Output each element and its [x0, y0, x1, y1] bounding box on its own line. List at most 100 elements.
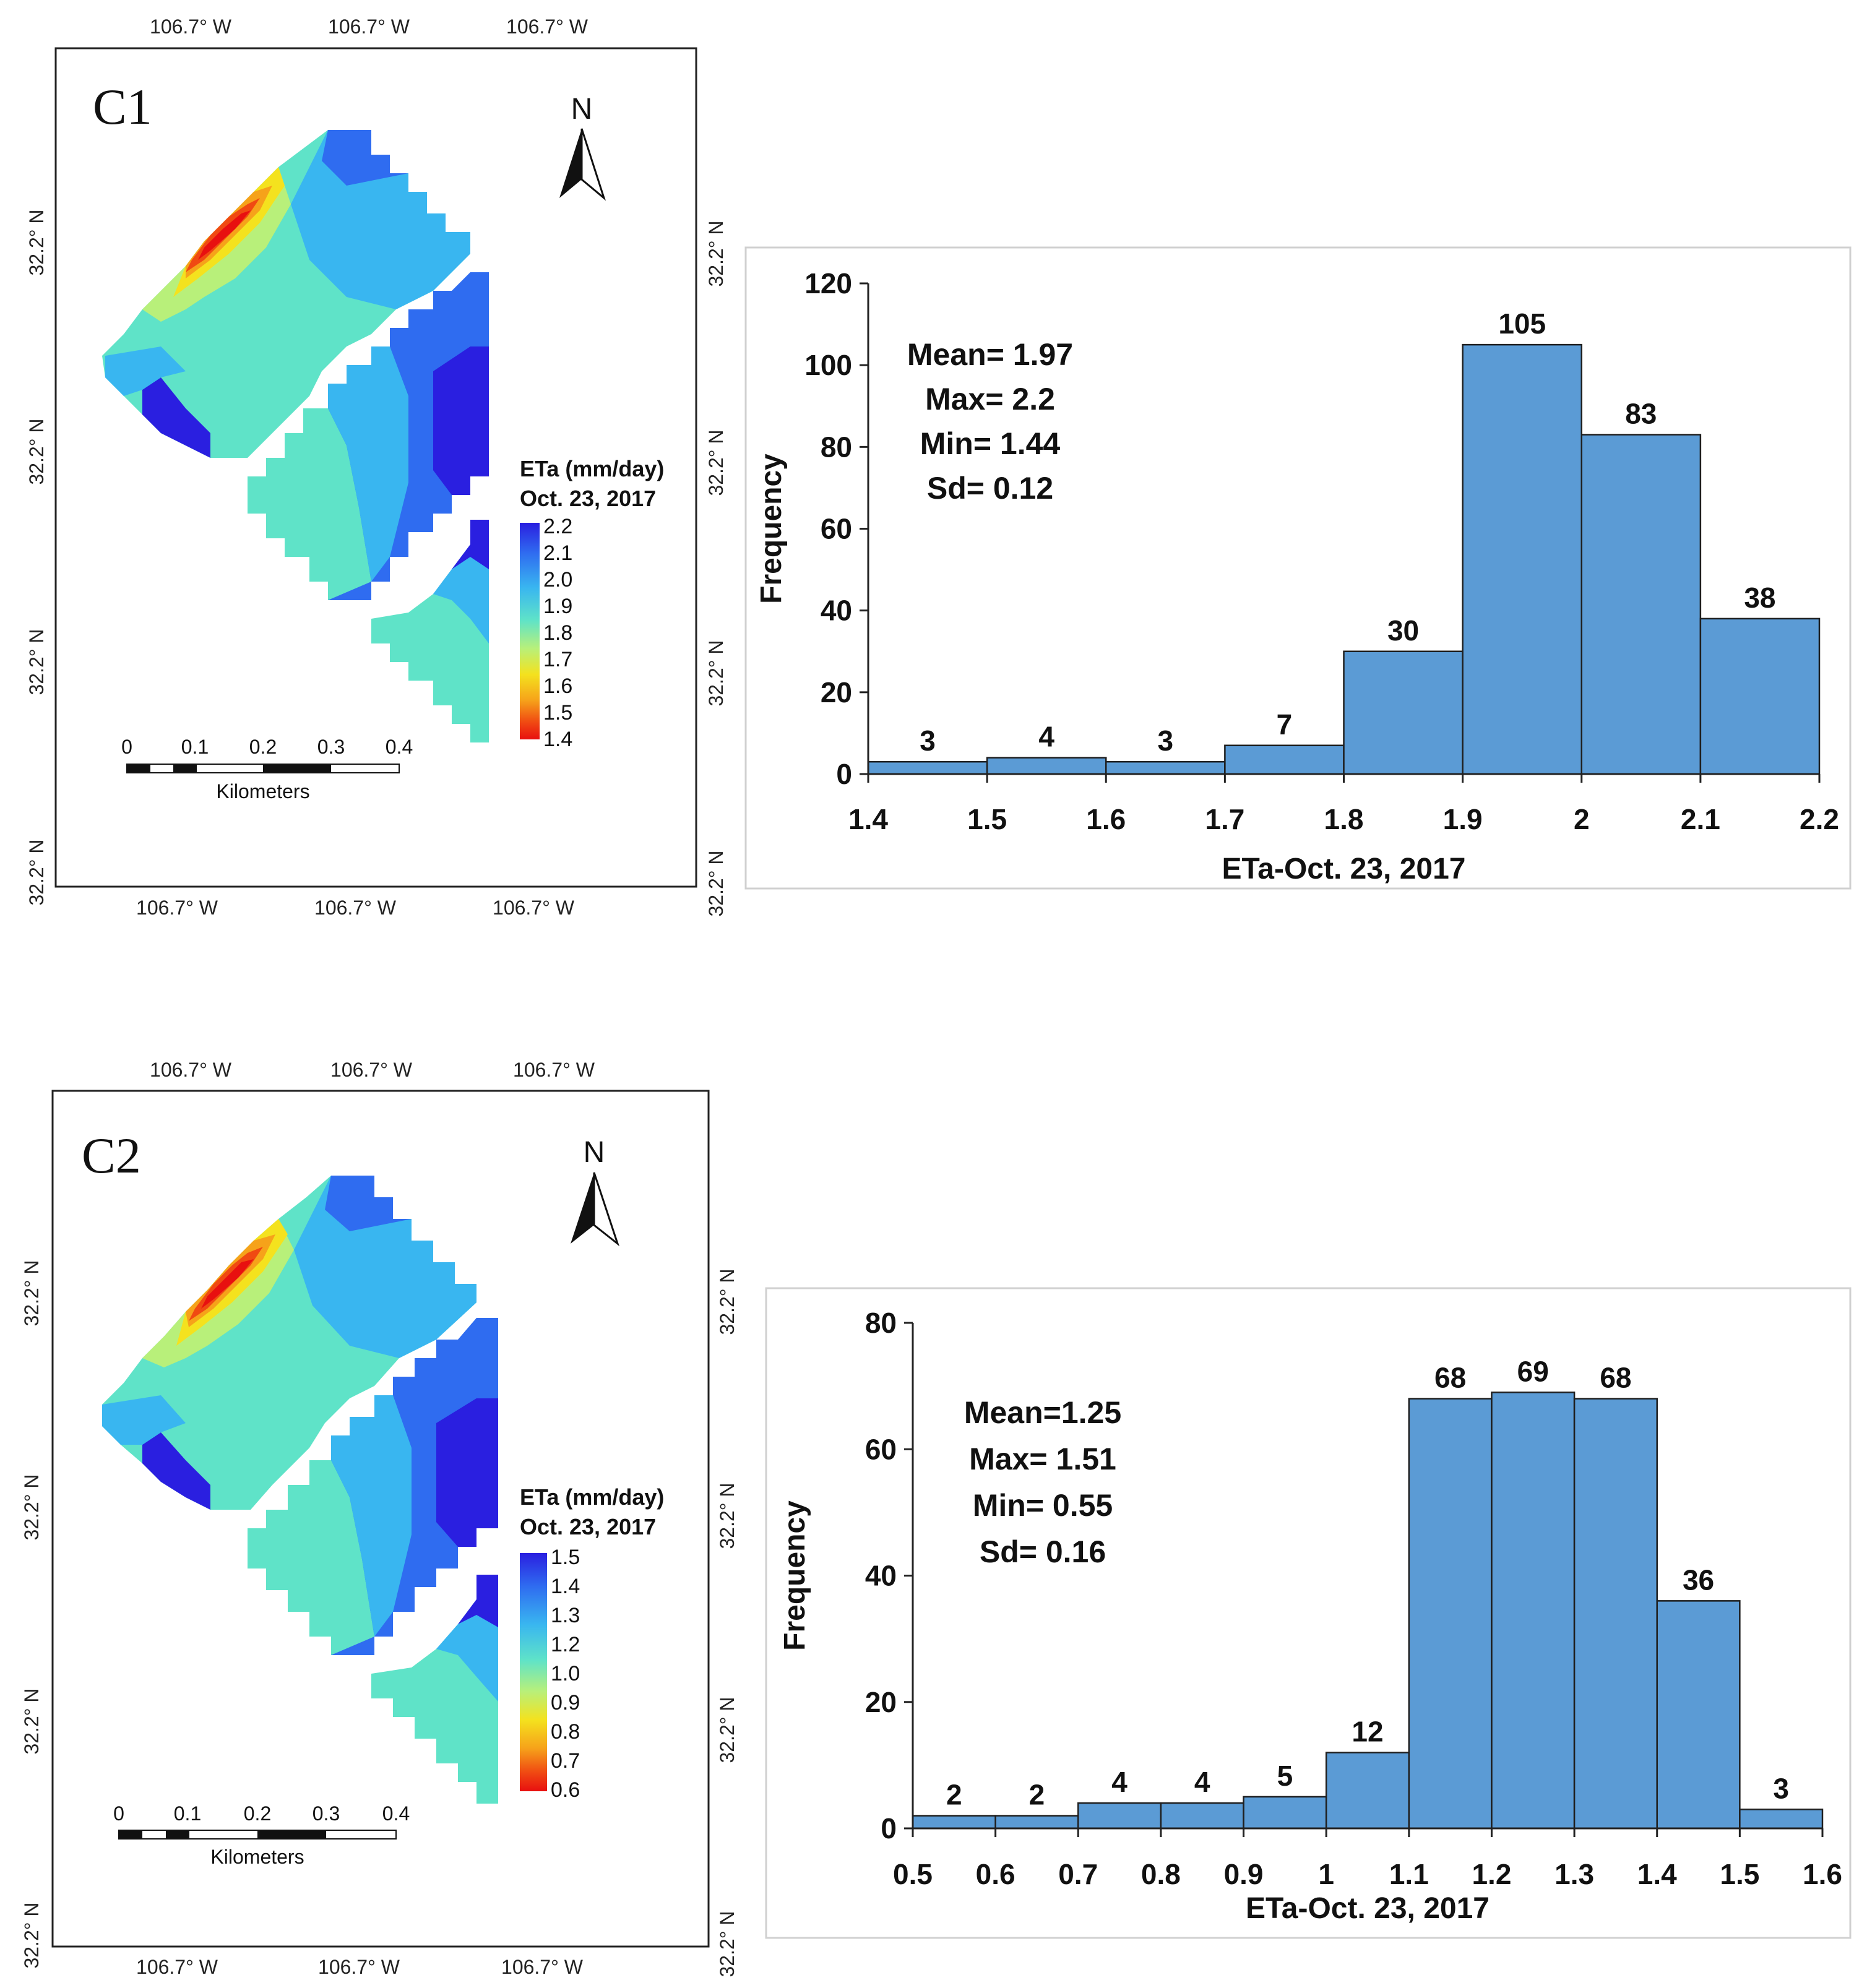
- histogram-c1: 3 4 3 7 30 105 83 38 0 20 40 60 80 100 120 1.4 1.5 1.6 1.7…: [744, 246, 1852, 890]
- scale-unit: Kilometers: [210, 1846, 304, 1868]
- top-lon-label: 106.7° W: [513, 1059, 595, 1081]
- bar-value-label: 12: [1352, 1715, 1383, 1747]
- eta-raster-field-1: [102, 1176, 476, 1510]
- top-lon-label: 106.7° W: [330, 1059, 413, 1081]
- histogram-bar: [1462, 343, 1582, 775]
- left-lat-label: 32.2° N: [25, 629, 48, 695]
- bottom-lon-label: 106.7° W: [493, 897, 575, 919]
- x-tick-label: 2: [1574, 803, 1590, 835]
- north-arrow-icon: [559, 128, 606, 201]
- x-tick-label: 1.5: [967, 803, 1007, 835]
- histogram-c2: 2 2 4 4 5 12 68 69 68 36 3 0 20 40 60 80 0.5 0.6 0.7 0.8 0.9…: [765, 1287, 1852, 1939]
- left-lat-label: 32.2° N: [20, 1260, 43, 1326]
- x-tick-label: 1.9: [1443, 803, 1483, 835]
- bar-value-label: 3: [1773, 1772, 1789, 1804]
- x-tick-label: 1.3: [1554, 1858, 1594, 1890]
- legend-value: 1.4: [543, 728, 572, 751]
- scale-unit: Kilometers: [216, 780, 309, 803]
- bar-value-label: 7: [1277, 708, 1293, 741]
- y-axis-title: Frequency: [755, 454, 788, 604]
- histogram-bar: [1739, 1809, 1824, 1830]
- x-tick-label: 1.6: [1803, 1858, 1842, 1890]
- eta-raster-field-3: [371, 1575, 498, 1804]
- x-axis-title: ETa-Oct. 23, 2017: [1246, 1892, 1490, 1925]
- bar-value-label: 3: [920, 725, 936, 757]
- x-tick-label: 0.9: [1224, 1858, 1264, 1890]
- right-lat-label: 32.2° N: [716, 1482, 738, 1549]
- histogram-bar: [1243, 1796, 1327, 1830]
- scale-bar: 0 0.1 0.2 0.3 0.4 Kilometers: [121, 736, 413, 803]
- summary-stat: Min= 0.55: [973, 1488, 1113, 1523]
- y-tick-label: 120: [804, 267, 852, 299]
- histogram-bar: [1105, 760, 1226, 775]
- legend-value: 0.9: [551, 1691, 580, 1715]
- scale-value: 0.3: [313, 1802, 340, 1825]
- right-lat-label: 32.2° N: [716, 1697, 738, 1763]
- map-panel-c2: 106.7° W 106.7° W 106.7° W 106.7° W 106.…: [20, 1059, 738, 1978]
- histogram-bar: [1077, 1802, 1162, 1830]
- bar-value-label: 2: [1029, 1779, 1045, 1811]
- x-tick-label: 0.8: [1141, 1858, 1181, 1890]
- north-arrow-icon: [571, 1172, 619, 1247]
- y-tick-label: 0: [881, 1812, 897, 1844]
- north-arrow-label: N: [571, 93, 593, 126]
- x-axis-title: ETa-Oct. 23, 2017: [1222, 853, 1466, 885]
- y-tick-label: 80: [821, 431, 852, 463]
- bottom-lon-label: 106.7° W: [314, 897, 397, 919]
- left-lat-label: 32.2° N: [20, 1688, 43, 1754]
- scale-value: 0.2: [249, 736, 277, 758]
- map-panel-c1: 106.7° W 106.7° W 106.7° W 106.7° W 106.…: [25, 15, 727, 919]
- bottom-lon-label: 106.7° W: [318, 1956, 400, 1978]
- histogram-bar: [1656, 1600, 1741, 1830]
- y-tick-label: 60: [865, 1433, 897, 1465]
- right-lat-label: 32.2° N: [716, 1911, 738, 1977]
- legend-date: Oct. 23, 2017: [520, 486, 656, 511]
- summary-stat: Max= 2.2: [925, 382, 1055, 416]
- legend-value: 1.5: [551, 1546, 580, 1569]
- left-lat-label: 32.2° N: [25, 209, 48, 275]
- y-tick-label: 40: [821, 595, 852, 627]
- left-lat-label: 32.2° N: [20, 1474, 43, 1540]
- top-lon-label: 106.7° W: [506, 15, 589, 38]
- histogram-bar: [986, 757, 1107, 775]
- x-tick-label: 1.4: [848, 803, 888, 835]
- right-lat-label: 32.2° N: [705, 429, 727, 496]
- histogram-bar: [912, 1815, 996, 1830]
- x-tick-label: 1.1: [1389, 1858, 1429, 1890]
- summary-stat: Mean=1.25: [964, 1395, 1121, 1430]
- map-panel-label: C1: [93, 79, 152, 135]
- x-tick-label: 1.2: [1472, 1858, 1511, 1890]
- scale-value: 0.4: [382, 1802, 410, 1825]
- y-tick-label: 20: [821, 676, 852, 708]
- y-tick-label: 0: [836, 758, 852, 790]
- x-tick-label: 1.8: [1324, 803, 1364, 835]
- scale-value: 0.4: [386, 736, 413, 758]
- histogram-bar: [1343, 650, 1464, 775]
- legend-value: 0.8: [551, 1720, 580, 1744]
- legend-color-ramp: [520, 523, 540, 739]
- bar-value-label: 69: [1517, 1355, 1549, 1387]
- top-lon-label: 106.7° W: [328, 15, 410, 38]
- right-lat-label: 32.2° N: [705, 220, 727, 286]
- histogram-bar: [1580, 434, 1702, 775]
- bar-value-label: 30: [1387, 614, 1419, 647]
- bar-value-label: 4: [1194, 1766, 1210, 1798]
- right-lat-label: 32.2° N: [705, 850, 727, 916]
- north-arrow-label: N: [584, 1136, 605, 1169]
- y-axis-title: Frequency: [778, 1500, 811, 1651]
- legend-value: 0.6: [551, 1778, 580, 1802]
- left-lat-label: 32.2° N: [25, 839, 48, 905]
- eta-raster-field-1: [102, 130, 470, 458]
- scale-value: 0.1: [174, 1802, 201, 1825]
- legend-value: 1.6: [543, 674, 572, 698]
- bottom-lon-label: 106.7° W: [136, 1956, 218, 1978]
- legend-value: 1.3: [551, 1604, 580, 1627]
- summary-stat: Mean= 1.97: [907, 337, 1073, 372]
- legend-value: 2.1: [543, 541, 572, 565]
- legend-value: 1.7: [543, 648, 572, 671]
- legend-title: ETa (mm/day): [520, 1484, 664, 1510]
- x-tick-label: 2.2: [1800, 803, 1839, 835]
- histogram-bar: [1699, 617, 1821, 775]
- x-tick-label: 0.6: [976, 1858, 1015, 1890]
- x-tick-label: 1: [1318, 1858, 1334, 1890]
